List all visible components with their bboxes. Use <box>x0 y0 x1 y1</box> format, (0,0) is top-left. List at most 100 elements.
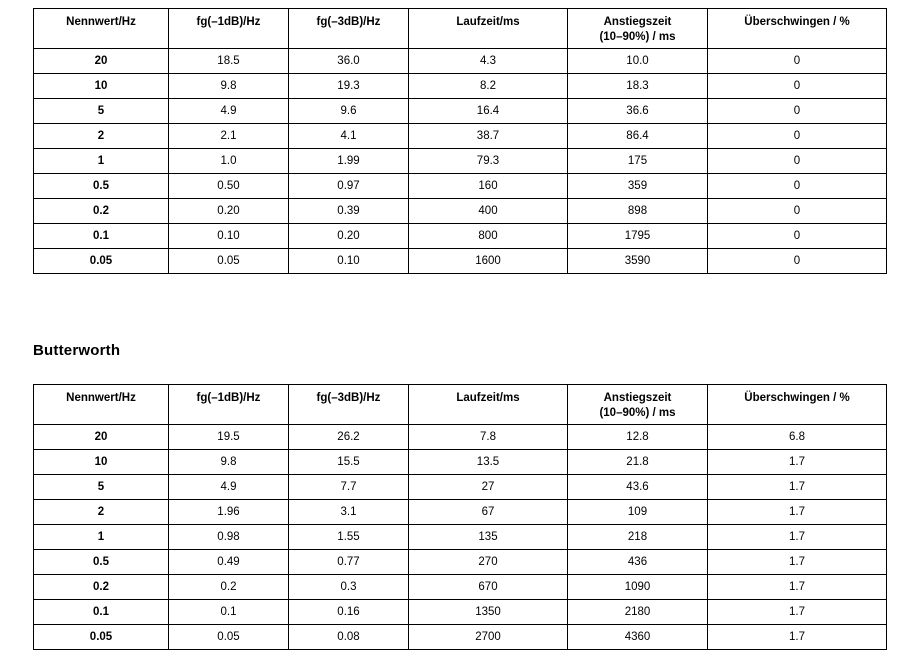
nominal-value-cell: 5 <box>33 474 169 500</box>
header-row: Nennwert/Hz fg(–1dB)/Hz fg(–3dB)/Hz Lauf… <box>33 384 887 425</box>
value-cell: 4.9 <box>168 474 289 500</box>
value-cell: 2700 <box>408 624 568 650</box>
value-cell: 19.3 <box>288 73 409 99</box>
value-cell: 1795 <box>567 223 708 249</box>
value-cell: 175 <box>567 148 708 174</box>
table-row: 10 9.8 19.3 8.2 18.3 0 <box>33 73 887 99</box>
value-cell: 1.99 <box>288 148 409 174</box>
butterworth-table: Nennwert/Hz fg(–1dB)/Hz fg(–3dB)/Hz Lauf… <box>33 384 887 650</box>
value-cell: 218 <box>567 524 708 550</box>
value-cell: 6.8 <box>707 424 887 450</box>
nominal-value-cell: 2 <box>33 123 169 149</box>
table-row: 2 1.96 3.1 67 109 1.7 <box>33 499 887 525</box>
value-cell: 0 <box>707 148 887 174</box>
column-header-ueberschwingen: Überschwingen / % <box>707 384 887 425</box>
column-header-anstiegszeit: Anstiegszeit (10–90%) / ms <box>567 384 708 425</box>
value-cell: 4360 <box>567 624 708 650</box>
column-header-fg-3db: fg(–3dB)/Hz <box>288 384 409 425</box>
column-header-anstiegszeit: Anstiegszeit (10–90%) / ms <box>567 8 708 49</box>
table-row: 1 1.0 1.99 79.3 175 0 <box>33 148 887 174</box>
table-row: 5 4.9 9.6 16.4 36.6 0 <box>33 98 887 124</box>
nominal-value-cell: 0.5 <box>33 173 169 199</box>
value-cell: 0.98 <box>168 524 289 550</box>
nominal-value-cell: 10 <box>33 73 169 99</box>
value-cell: 43.6 <box>567 474 708 500</box>
value-cell: 400 <box>408 198 568 224</box>
value-cell: 3.1 <box>288 499 409 525</box>
value-cell: 1.7 <box>707 599 887 625</box>
value-cell: 10.0 <box>567 48 708 74</box>
value-cell: 0.16 <box>288 599 409 625</box>
nominal-value-cell: 0.1 <box>33 599 169 625</box>
nominal-value-cell: 20 <box>33 424 169 450</box>
butterworth-heading: Butterworth <box>33 342 121 359</box>
value-cell: 135 <box>408 524 568 550</box>
value-cell: 1350 <box>408 599 568 625</box>
value-cell: 1090 <box>567 574 708 600</box>
table-row: 0.05 0.05 0.08 2700 4360 1.7 <box>33 624 887 650</box>
value-cell: 36.6 <box>567 98 708 124</box>
value-cell: 160 <box>408 173 568 199</box>
value-cell: 38.7 <box>408 123 568 149</box>
value-cell: 359 <box>567 173 708 199</box>
value-cell: 3590 <box>567 248 708 274</box>
value-cell: 109 <box>567 499 708 525</box>
column-header-laufzeit: Laufzeit/ms <box>408 384 568 425</box>
header-row: Nennwert/Hz fg(–1dB)/Hz fg(–3dB)/Hz Lauf… <box>33 8 887 49</box>
table-row: 0.5 0.50 0.97 160 359 0 <box>33 173 887 199</box>
table-row: 5 4.9 7.7 27 43.6 1.7 <box>33 474 887 500</box>
table-row: 0.2 0.2 0.3 670 1090 1.7 <box>33 574 887 600</box>
value-cell: 2.1 <box>168 123 289 149</box>
value-cell: 800 <box>408 223 568 249</box>
value-cell: 19.5 <box>168 424 289 450</box>
value-cell: 9.8 <box>168 73 289 99</box>
value-cell: 0 <box>707 48 887 74</box>
value-cell: 18.3 <box>567 73 708 99</box>
value-cell: 0.08 <box>288 624 409 650</box>
value-cell: 1.7 <box>707 449 887 475</box>
table-row: 0.1 0.1 0.16 1350 2180 1.7 <box>33 599 887 625</box>
value-cell: 9.6 <box>288 98 409 124</box>
column-header-fg-3db: fg(–3dB)/Hz <box>288 8 409 49</box>
nominal-value-cell: 1 <box>33 148 169 174</box>
table-row: 20 18.5 36.0 4.3 10.0 0 <box>33 48 887 74</box>
value-cell: 436 <box>567 549 708 575</box>
value-cell: 4.9 <box>168 98 289 124</box>
value-cell: 18.5 <box>168 48 289 74</box>
value-cell: 12.8 <box>567 424 708 450</box>
table-row: 2 2.1 4.1 38.7 86.4 0 <box>33 123 887 149</box>
value-cell: 26.2 <box>288 424 409 450</box>
value-cell: 0.10 <box>288 248 409 274</box>
value-cell: 0 <box>707 123 887 149</box>
nominal-value-cell: 0.2 <box>33 198 169 224</box>
value-cell: 16.4 <box>408 98 568 124</box>
nominal-value-cell: 0.05 <box>33 248 169 274</box>
value-cell: 4.1 <box>288 123 409 149</box>
value-cell: 670 <box>408 574 568 600</box>
value-cell: 1.55 <box>288 524 409 550</box>
column-header-nennwert: Nennwert/Hz <box>33 8 169 49</box>
table-row: 0.05 0.05 0.10 1600 3590 0 <box>33 248 887 274</box>
value-cell: 1.96 <box>168 499 289 525</box>
nominal-value-cell: 0.1 <box>33 223 169 249</box>
filter-table-1: Nennwert/Hz fg(–1dB)/Hz fg(–3dB)/Hz Lauf… <box>33 8 887 274</box>
value-cell: 0.2 <box>168 574 289 600</box>
column-header-laufzeit: Laufzeit/ms <box>408 8 568 49</box>
value-cell: 0.97 <box>288 173 409 199</box>
value-cell: 7.8 <box>408 424 568 450</box>
nominal-value-cell: 0.05 <box>33 624 169 650</box>
value-cell: 2180 <box>567 599 708 625</box>
table-row: 0.1 0.10 0.20 800 1795 0 <box>33 223 887 249</box>
value-cell: 36.0 <box>288 48 409 74</box>
value-cell: 67 <box>408 499 568 525</box>
nominal-value-cell: 20 <box>33 48 169 74</box>
value-cell: 0 <box>707 173 887 199</box>
column-header-nennwert: Nennwert/Hz <box>33 384 169 425</box>
table-row: 20 19.5 26.2 7.8 12.8 6.8 <box>33 424 887 450</box>
value-cell: 0.20 <box>288 223 409 249</box>
value-cell: 1.0 <box>168 148 289 174</box>
table-row: 0.5 0.49 0.77 270 436 1.7 <box>33 549 887 575</box>
value-cell: 1.7 <box>707 624 887 650</box>
value-cell: 13.5 <box>408 449 568 475</box>
value-cell: 15.5 <box>288 449 409 475</box>
